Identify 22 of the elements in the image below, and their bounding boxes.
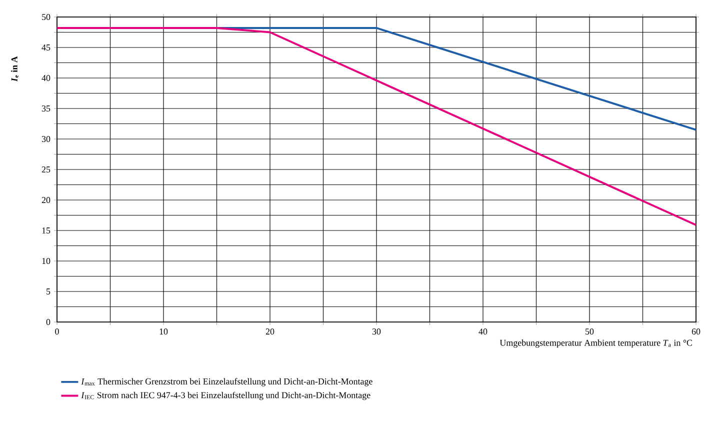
y-tick-label: 35 xyxy=(42,105,50,112)
y-tick-label: 45 xyxy=(42,44,50,51)
y-tick-label: 0 xyxy=(46,318,50,326)
x-tick-label: 0 xyxy=(55,328,59,335)
y-tick-label: 10 xyxy=(42,258,50,264)
y-tick-label: 5 xyxy=(46,288,50,294)
y-tick-label: 25 xyxy=(42,166,50,173)
y-tick-label: 20 xyxy=(42,196,50,204)
x-tick-label: 60 xyxy=(692,328,700,335)
x-tick-label: 40 xyxy=(478,328,488,335)
y-tick-label: 40 xyxy=(42,74,50,82)
x-tick-label: 20 xyxy=(266,328,274,335)
x-axis-title: Umgebungstemperatur Ambient temperature T$_{a}$ in °C xyxy=(500,340,692,348)
y-tick-label: 50 xyxy=(42,14,50,20)
x-tick-label: 30 xyxy=(372,328,381,335)
legend-label: I$_{IEC}$ Strom nach IEC 947-4-3 bei Einzelaufstellung und Dicht-an-Dicht-Montage xyxy=(81,392,370,400)
y-tick-label: 30 xyxy=(42,136,50,142)
y-tick-label: 15 xyxy=(42,227,50,234)
legend-label: I$_{max}$ Thermischer Grenzstrom bei Einzelaufstellung und Dicht-an-Dicht-Montage xyxy=(81,378,372,386)
x-tick-label: 50 xyxy=(586,328,594,335)
y-axis-title: I$_{e}$ in A xyxy=(11,56,18,82)
x-tick-label: 10 xyxy=(160,328,168,335)
